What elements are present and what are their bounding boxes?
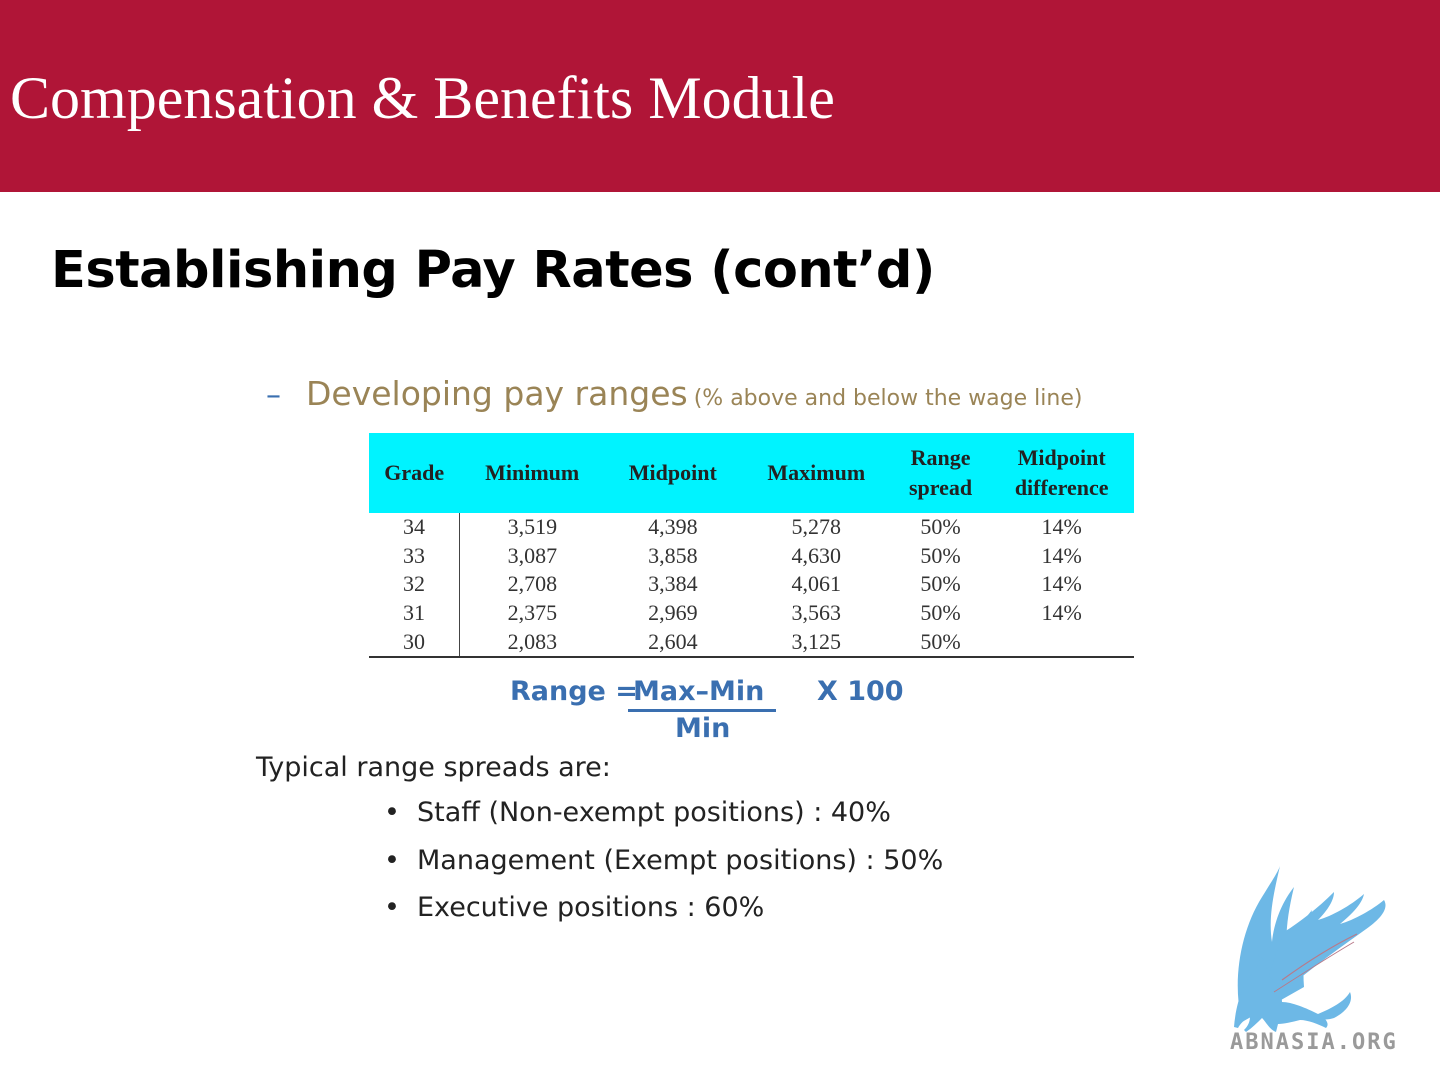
- slide-header: Compensation & Benefits Module: [0, 0, 1440, 192]
- col-header-range-spread-line2: spread: [908, 475, 973, 500]
- cell-grade: 30: [369, 627, 460, 658]
- cell-grade: 34: [369, 513, 460, 542]
- cell-maximum: 3,125: [740, 627, 892, 658]
- logo-text: ABNASIA.ORG: [1230, 1030, 1398, 1055]
- cell-maximum: 3,563: [791, 600, 842, 626]
- col-header-midpoint: Midpoint: [628, 460, 717, 486]
- col-header-minimum: Minimum: [485, 460, 580, 486]
- cell-midpoint-difference: [989, 627, 1134, 658]
- cell-midpoint-difference: 14%: [1041, 514, 1082, 540]
- sub-heading: – Developing pay ranges (% above and below…: [266, 374, 1082, 414]
- cell-grade: 33: [369, 541, 460, 571]
- cell-minimum: 2,708: [507, 571, 558, 597]
- list-item: • Executive positions : 60%: [384, 892, 943, 940]
- cell-grade: 32: [369, 570, 460, 599]
- col-header-range-spread: Range spread: [892, 433, 990, 513]
- sub-heading-main: Developing pay ranges: [306, 374, 688, 413]
- cell-grade: 31: [369, 598, 460, 628]
- table-row: 30 2,083 2,604 3,125 50%: [369, 627, 1134, 658]
- cell-midpoint: 3,384: [648, 571, 698, 597]
- cell-midpoint-difference: 14%: [1041, 571, 1082, 597]
- col-header-maximum: Maximum: [767, 460, 866, 486]
- cell-midpoint: 3,858: [648, 542, 698, 568]
- list-item: • Staff (Non-exempt positions) : 40%: [384, 797, 943, 845]
- table-row: 33 3,087 3,858 4,630 50% 14%: [369, 541, 1134, 571]
- col-header-midpoint-difference: Midpoint difference: [989, 433, 1134, 513]
- formula-fraction-bar: [628, 709, 776, 712]
- cell-midpoint-difference: 14%: [1041, 600, 1082, 626]
- dash-marker: –: [266, 378, 281, 413]
- cell-minimum: 2,083: [459, 627, 605, 658]
- table-row: 31 2,375 2,969 3,563 50% 14%: [369, 598, 1134, 628]
- slide-title: Establishing Pay Rates (cont’d): [51, 241, 935, 300]
- cell-midpoint: 4,398: [648, 514, 698, 540]
- bullet-icon: •: [384, 844, 400, 876]
- col-header-range-spread-line1: Range: [910, 445, 971, 471]
- cell-midpoint: 2,969: [648, 600, 698, 626]
- formula-lhs: Range =: [510, 676, 638, 707]
- cell-minimum: 3,087: [507, 542, 558, 568]
- cell-minimum: 3,519: [507, 514, 558, 540]
- sub-heading-note: (% above and below the wage line): [693, 386, 1083, 411]
- cell-minimum: 2,375: [507, 600, 558, 626]
- griffin-logo-icon: [1234, 866, 1386, 1032]
- cell-maximum: 4,061: [791, 571, 842, 597]
- list-item: • Management (Exempt positions) : 50%: [384, 845, 943, 893]
- list-item-text: Staff (Non-exempt positions) : 40%: [417, 797, 891, 828]
- cell-midpoint: 2,604: [604, 627, 741, 658]
- cell-range-spread: 50%: [920, 600, 961, 626]
- module-title: Compensation & Benefits Module: [10, 65, 835, 131]
- formula-denominator: Min: [675, 713, 731, 744]
- table-header-row: Grade Minimum Midpoint Maximum Range spre…: [369, 433, 1134, 513]
- table-row: 32 2,708 3,384 4,061 50% 14%: [369, 570, 1134, 599]
- cell-range-spread: 50%: [920, 571, 961, 597]
- cell-maximum: 4,630: [791, 542, 842, 568]
- cell-range-spread: 50%: [891, 627, 990, 658]
- cell-midpoint-difference: 14%: [1041, 542, 1082, 568]
- formula-multiplier: X 100: [817, 676, 904, 707]
- col-header-grade: Grade: [384, 460, 445, 486]
- cell-range-spread: 50%: [920, 514, 961, 540]
- col-header-midpoint-diff-line2: difference: [1014, 475, 1109, 500]
- cell-range-spread: 50%: [920, 542, 961, 568]
- col-header-midpoint-diff-line1: Midpoint: [1017, 445, 1106, 471]
- list-item-text: Executive positions : 60%: [417, 892, 765, 923]
- formula-numerator: Max–Min: [633, 676, 765, 707]
- cell-maximum: 5,278: [791, 514, 842, 540]
- typical-spreads-intro: Typical range spreads are:: [256, 752, 611, 783]
- list-item-text: Management (Exempt positions) : 50%: [417, 844, 944, 876]
- typical-spreads-list: • Staff (Non-exempt positions) : 40% • Man…: [384, 797, 943, 940]
- bullet-icon: •: [384, 797, 400, 828]
- table-row: 34 3,519 4,398 5,278 50% 14%: [369, 513, 1134, 542]
- bullet-icon: •: [384, 892, 400, 923]
- pay-range-table: Grade Minimum Midpoint Maximum Range spre…: [369, 433, 1134, 658]
